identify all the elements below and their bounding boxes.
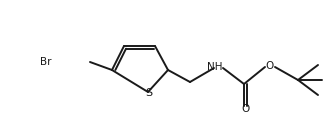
- Text: O: O: [266, 61, 274, 71]
- Text: NH: NH: [207, 62, 223, 72]
- Text: S: S: [145, 88, 153, 98]
- Text: O: O: [241, 104, 249, 114]
- Text: Br: Br: [40, 57, 52, 67]
